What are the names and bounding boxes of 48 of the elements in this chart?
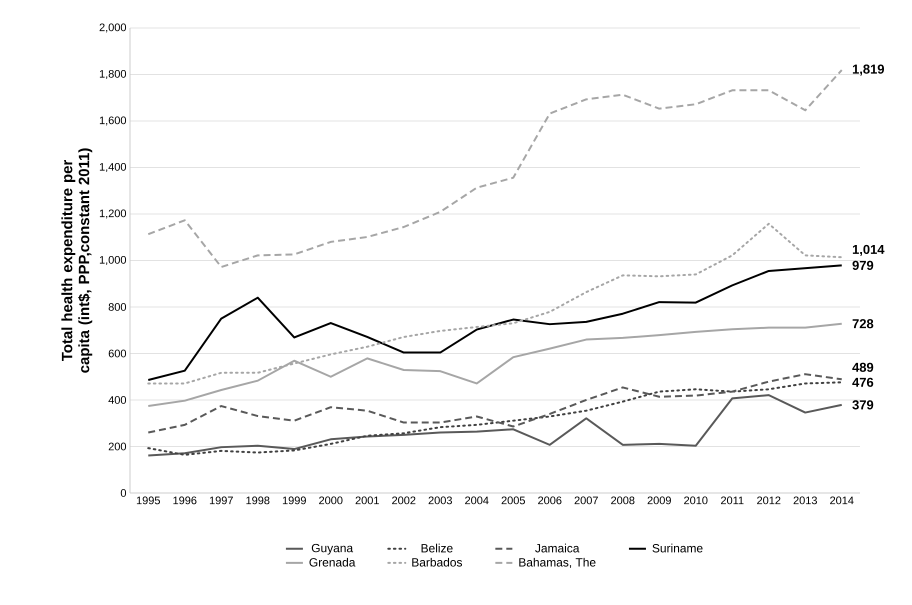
y-tick-label: 1,600 [100,116,126,126]
x-tick-label: 2011 [721,496,744,504]
y-tick-label: 1,400 [100,162,126,172]
x-tick-label: 2006 [538,496,562,504]
legend-label: Bahamas, The [519,558,596,568]
data-label: 728 [852,319,874,328]
y-tick-label: 2,000 [100,23,126,33]
data-label: 979 [852,260,874,270]
y-tick-label: 1,200 [100,209,126,219]
y-tick-label: 0 [120,489,126,497]
x-tick-label: 1995 [136,496,160,504]
x-tick-label: 2013 [794,496,817,504]
y-tick-label: 200 [108,442,126,450]
x-tick-label: 2002 [392,496,416,504]
y-tick-label: 800 [108,303,126,311]
y-tick-label: 400 [108,396,126,404]
x-tick-label: 1999 [282,496,306,504]
line-series [147,381,843,456]
data-label: 489 [852,362,874,372]
x-tick-label: 1998 [246,496,270,504]
y-axis-title: Total health expenditure per capita (int$, PPP,constant 2011) [61,148,92,373]
x-tick-label: 2010 [684,496,708,504]
x-tick-label: 2001 [356,496,379,504]
x-tick-label: 2014 [830,496,854,504]
legend-label: Belize [422,544,453,552]
data-label: 1,819 [852,64,884,76]
line-series [147,69,843,268]
legend-label: Barbados [412,558,462,567]
y-tick-label: 600 [108,350,126,358]
legend-label: Guyana [312,544,354,555]
data-label: 1,014 [852,244,884,256]
x-tick-label: 2012 [757,496,780,504]
x-tick-label: 2005 [502,496,525,504]
x-tick-label: 2000 [319,496,343,504]
data-label: 476 [852,378,874,387]
y-tick-label: 1,800 [100,70,126,80]
legend-label: Jamaica [535,544,580,552]
x-tick-label: 2008 [611,496,634,504]
legend-label: Grenada [309,558,356,567]
x-tick-label: 2007 [574,496,598,504]
legend-label: Suriname [652,544,703,552]
data-label: 379 [852,400,874,410]
x-tick-label: 1996 [173,496,196,504]
x-tick-label: 2009 [648,496,671,504]
y-tick-label: 1,000 [100,256,126,266]
x-tick-label: 2003 [428,496,452,504]
x-tick-label: 1997 [210,496,233,504]
x-tick-label: 2004 [465,496,489,504]
